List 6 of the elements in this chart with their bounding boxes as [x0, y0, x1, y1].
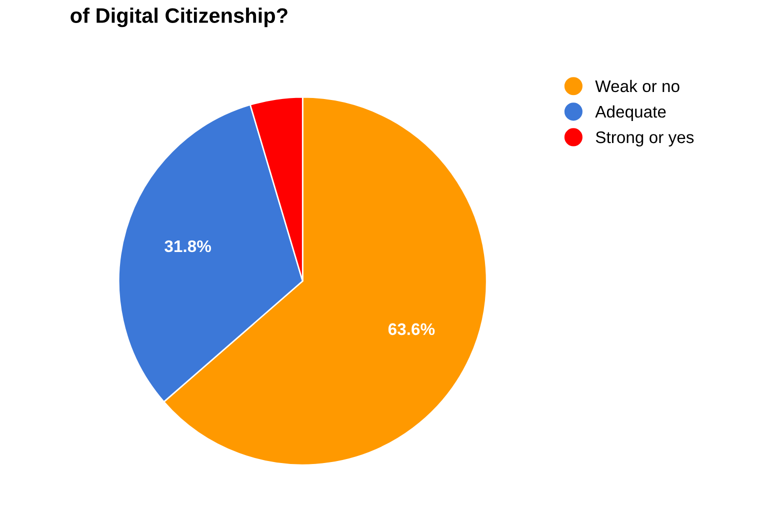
chart-title: of Digital Citizenship?	[70, 8, 288, 28]
legend-label: Weak or no	[595, 80, 680, 92]
legend-label: Adequate	[595, 105, 666, 121]
data-label: 63.6%	[388, 323, 435, 336]
legend-label: Strong or yes	[596, 131, 694, 147]
data-label: 31.8%	[164, 240, 212, 252]
